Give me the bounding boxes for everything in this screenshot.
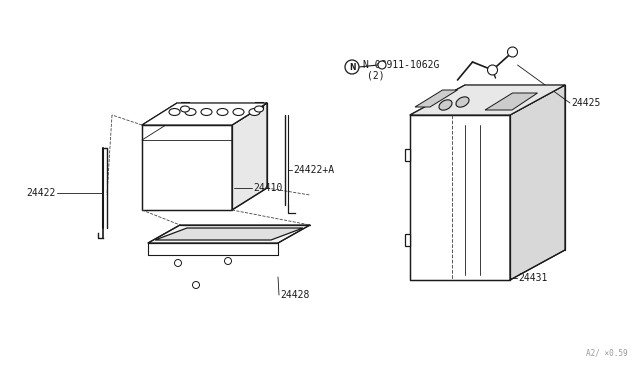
Polygon shape [232,103,267,210]
Text: A2/ ×0.59: A2/ ×0.59 [586,349,628,358]
Polygon shape [405,149,410,161]
Ellipse shape [201,109,212,115]
Text: N 08911-1062G: N 08911-1062G [363,60,440,70]
Polygon shape [405,234,410,246]
Polygon shape [410,115,510,280]
Ellipse shape [185,109,196,115]
Ellipse shape [233,109,244,115]
Text: 24410: 24410 [253,183,282,193]
Text: 24422: 24422 [27,188,56,198]
Text: 24431: 24431 [518,273,547,283]
Text: 24422+A: 24422+A [293,165,334,175]
Ellipse shape [180,106,189,112]
Polygon shape [510,85,565,280]
Text: N: N [349,62,355,71]
Text: (2): (2) [367,71,385,81]
Polygon shape [142,103,267,125]
Text: 24428: 24428 [280,290,309,300]
Circle shape [488,65,497,75]
Polygon shape [415,90,458,107]
Text: 24425: 24425 [571,98,600,108]
Ellipse shape [169,109,180,115]
Polygon shape [142,125,232,210]
Circle shape [193,282,200,289]
Circle shape [175,260,182,266]
Ellipse shape [249,109,260,115]
Circle shape [508,47,518,57]
Polygon shape [155,228,303,240]
Circle shape [345,60,359,74]
Ellipse shape [255,106,264,112]
Polygon shape [410,85,565,115]
Polygon shape [148,225,310,243]
Polygon shape [485,93,538,110]
Ellipse shape [217,109,228,115]
Circle shape [225,257,232,264]
Ellipse shape [439,100,452,110]
Circle shape [378,61,386,69]
Ellipse shape [456,97,469,107]
